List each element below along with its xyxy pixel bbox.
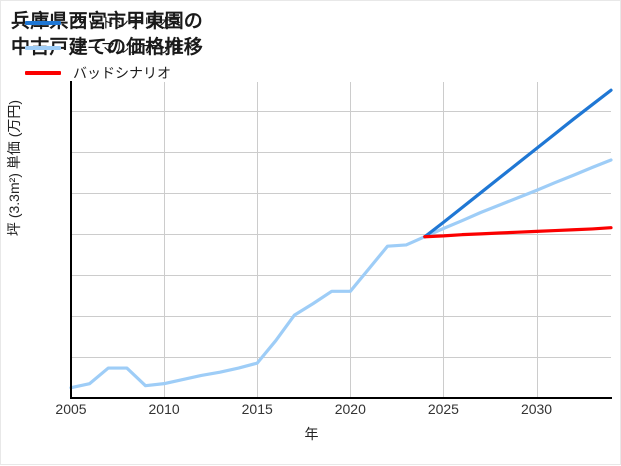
- gridline-horizontal: [71, 110, 611, 112]
- x-tick-label: 2025: [427, 401, 459, 417]
- x-tick-label: 2030: [520, 401, 553, 417]
- legend: グッドシナリオ ノーマルシナリオ バッドシナリオ: [25, 10, 185, 85]
- gridline-horizontal: [71, 233, 611, 235]
- gridline-vertical: [164, 82, 166, 398]
- gridline-vertical: [350, 82, 352, 398]
- y-axis-spine: [70, 81, 72, 399]
- legend-item-normal-scenario[interactable]: ノーマルシナリオ: [25, 35, 185, 60]
- legend-item-good-scenario[interactable]: グッドシナリオ: [25, 10, 185, 35]
- gridline-horizontal: [71, 356, 611, 358]
- x-axis-label: 年: [304, 426, 319, 442]
- y-axis-label: 坪 (3.3m²) 単価 (万円): [6, 99, 22, 237]
- gridline-horizontal: [71, 151, 611, 153]
- x-tick-label: 2005: [55, 401, 87, 417]
- legend-swatch-icon: [25, 70, 61, 75]
- page-title: 兵庫県西宮市甲東園の 中古戸建ての価格推移: [11, 11, 204, 58]
- legend-label: グッドシナリオ: [73, 14, 171, 31]
- gridline-vertical: [443, 82, 445, 398]
- legend-item-bad-scenario[interactable]: バッドシナリオ: [25, 60, 185, 85]
- gridline-vertical: [536, 82, 538, 398]
- x-axis-spine: [70, 397, 612, 399]
- legend-swatch-icon: [25, 20, 61, 25]
- legend-label: ノーマルシナリオ: [73, 39, 185, 56]
- series-line: [69, 158, 613, 390]
- gridline-horizontal: [71, 274, 611, 276]
- x-tick-label: 2020: [334, 401, 366, 417]
- series-line: [423, 88, 613, 239]
- series-lines: [69, 88, 613, 390]
- gridline-vertical: [257, 82, 259, 398]
- plot-area: [69, 82, 613, 399]
- gridline-horizontal: [71, 315, 611, 317]
- x-tick-label: 2015: [241, 401, 273, 417]
- series-line: [423, 226, 613, 239]
- x-tick-label: 2010: [148, 401, 180, 417]
- gridline-horizontal: [71, 192, 611, 194]
- legend-label: バッドシナリオ: [73, 64, 171, 81]
- legend-swatch-icon: [25, 45, 61, 50]
